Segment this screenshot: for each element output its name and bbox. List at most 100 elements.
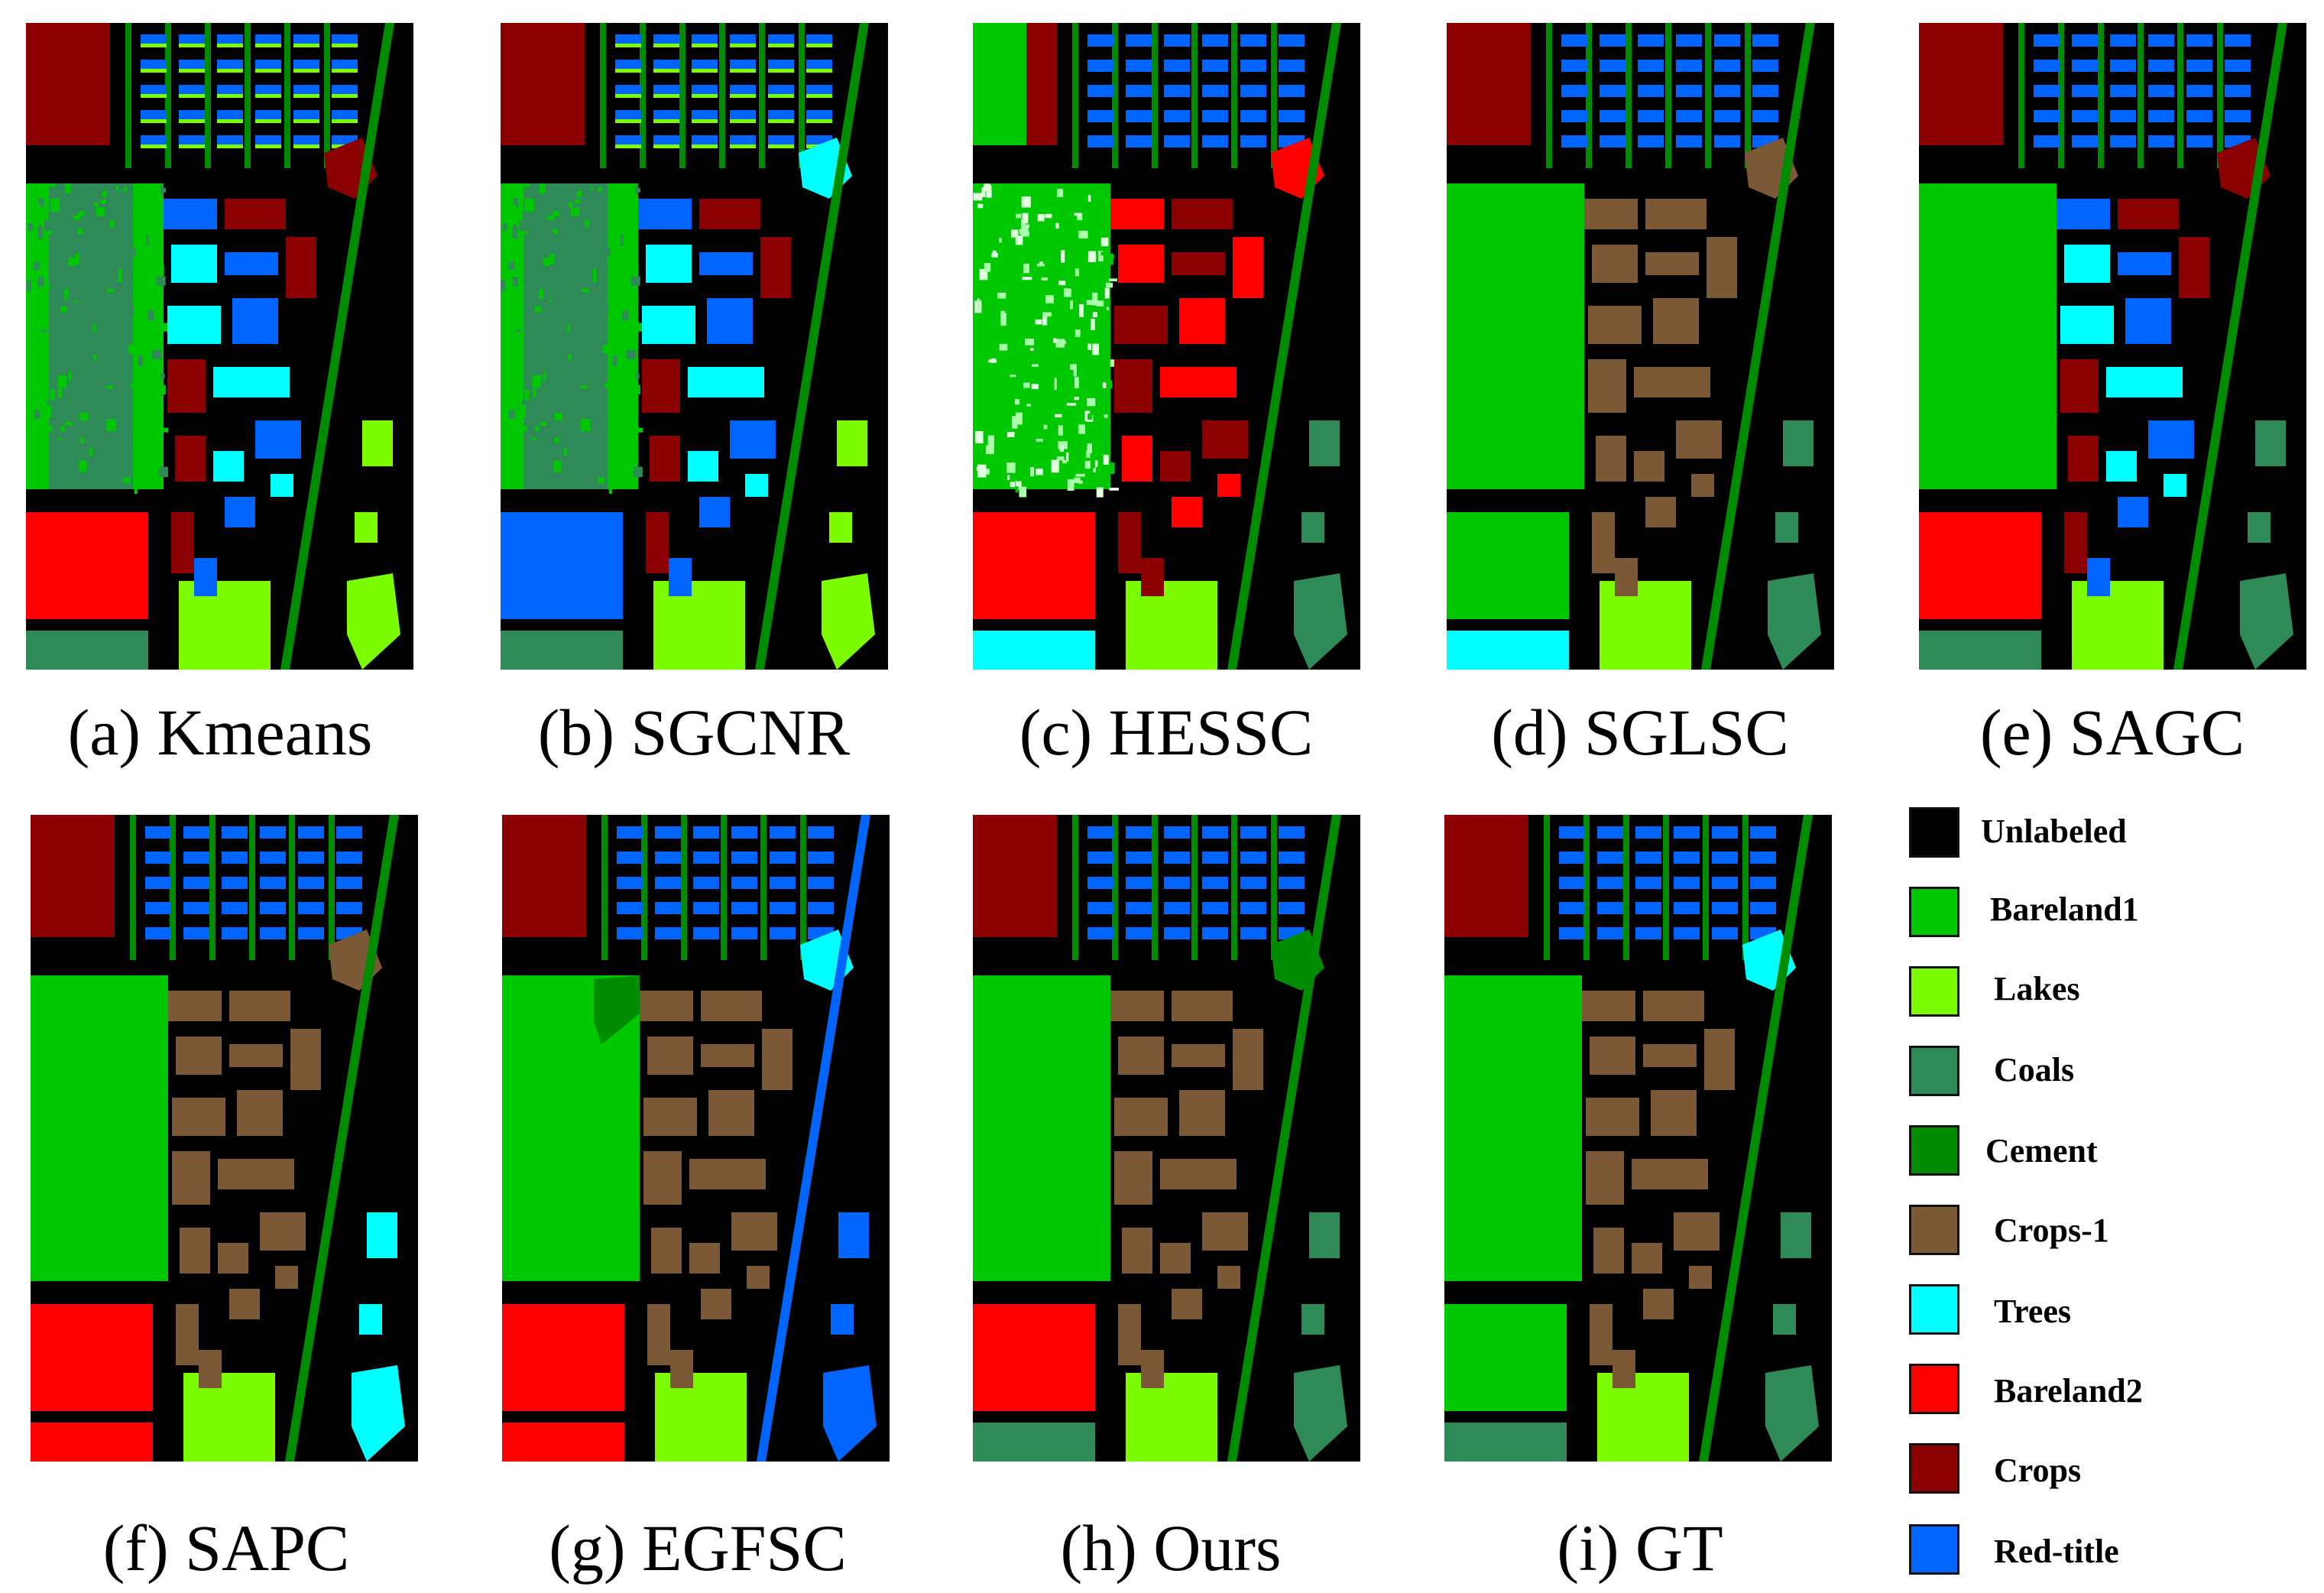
map-noise [141,411,149,421]
bottom-strip [31,1423,153,1462]
roof-edge [730,69,756,73]
map-noise [549,289,559,301]
building [1179,1090,1225,1136]
map-noise [555,437,559,443]
building [670,1350,693,1388]
map-noise [96,207,105,216]
map-noise [115,242,125,253]
roof-tile [1674,852,1700,864]
roof-tile [260,852,286,864]
map-noise [157,282,164,290]
map-noise [1104,445,1110,456]
map-noise [592,464,595,469]
roof-tile [1635,877,1661,889]
roof-tile [1752,34,1778,47]
roof-edge [255,94,281,98]
tree-strip [1271,23,1277,168]
map-noise [568,199,573,207]
roof-edge [692,119,718,123]
building [1110,991,1164,1021]
roof-tile [1126,902,1152,914]
map-noise [60,306,67,313]
roof-edge [730,94,756,98]
map-noise [1095,466,1104,473]
tree-strip [1665,23,1671,168]
building [643,1151,682,1205]
tree-strip [289,815,295,960]
map-noise [141,321,147,326]
right-patch [1301,512,1324,543]
map-noise [583,317,588,326]
roof-tile [1126,826,1152,839]
bareland2-block [501,512,623,619]
caption-c: (c) HESSC [1019,696,1314,769]
building [1233,1029,1263,1090]
building [2118,199,2179,229]
map-noise [987,413,993,417]
map-noise [1043,434,1048,441]
building [638,199,692,229]
map-noise [26,280,31,291]
roof-tile [808,877,834,889]
roof-tile [1714,34,1740,47]
legend-swatch-coals [1909,1046,1959,1096]
tree-strip [601,815,608,960]
tree-strip [245,23,251,168]
roof-tile [1674,877,1700,889]
tree-strip [679,23,686,168]
field-strip [26,183,49,489]
map-noise [633,427,643,433]
building [1114,1098,1168,1136]
map-noise [1037,214,1045,222]
map-noise [1061,250,1065,263]
map-noise [635,185,639,194]
crops-block [1026,23,1057,145]
roof-tile [1559,852,1585,864]
classification-map-h [973,815,1360,1462]
building [747,1266,770,1289]
map-noise [1015,470,1022,479]
crops-block [26,23,79,145]
map-noise [1103,455,1109,465]
map-noise [1062,459,1067,464]
map-noise [118,269,122,283]
roof-tile [298,902,324,914]
map-noise [1093,468,1097,472]
crops-block [1919,23,1972,145]
building [1674,1212,1720,1251]
right-patch [352,1365,405,1462]
map-noise [1036,439,1043,442]
map-noise [155,210,161,214]
building [1645,497,1676,527]
map-noise [535,306,542,313]
right-patch [1294,1365,1347,1462]
cement-patch [594,975,640,1044]
map-noise [80,437,84,443]
roof-tile [1240,135,1266,148]
map-noise [512,277,519,287]
roof-tile [808,852,834,864]
map-noise [580,419,591,431]
roof-edge [293,44,319,47]
building [2087,558,2110,596]
building [1110,199,1164,229]
building [213,451,244,482]
roof-tile [1202,85,1228,97]
roof-tile [145,877,171,889]
roof-tile [770,877,796,889]
map-noise [534,331,538,335]
map-noise [57,437,62,440]
building [1114,359,1152,413]
map-noise [89,448,92,456]
map-noise [1069,206,1077,217]
map-noise [159,466,168,478]
building [171,512,194,573]
tree-strip [600,23,606,168]
map-noise [57,375,67,388]
map-noise [615,411,624,421]
map-noise [1031,384,1039,390]
building [1632,1159,1708,1189]
building [699,497,730,527]
building [167,306,221,344]
roof-tile [2148,60,2174,72]
